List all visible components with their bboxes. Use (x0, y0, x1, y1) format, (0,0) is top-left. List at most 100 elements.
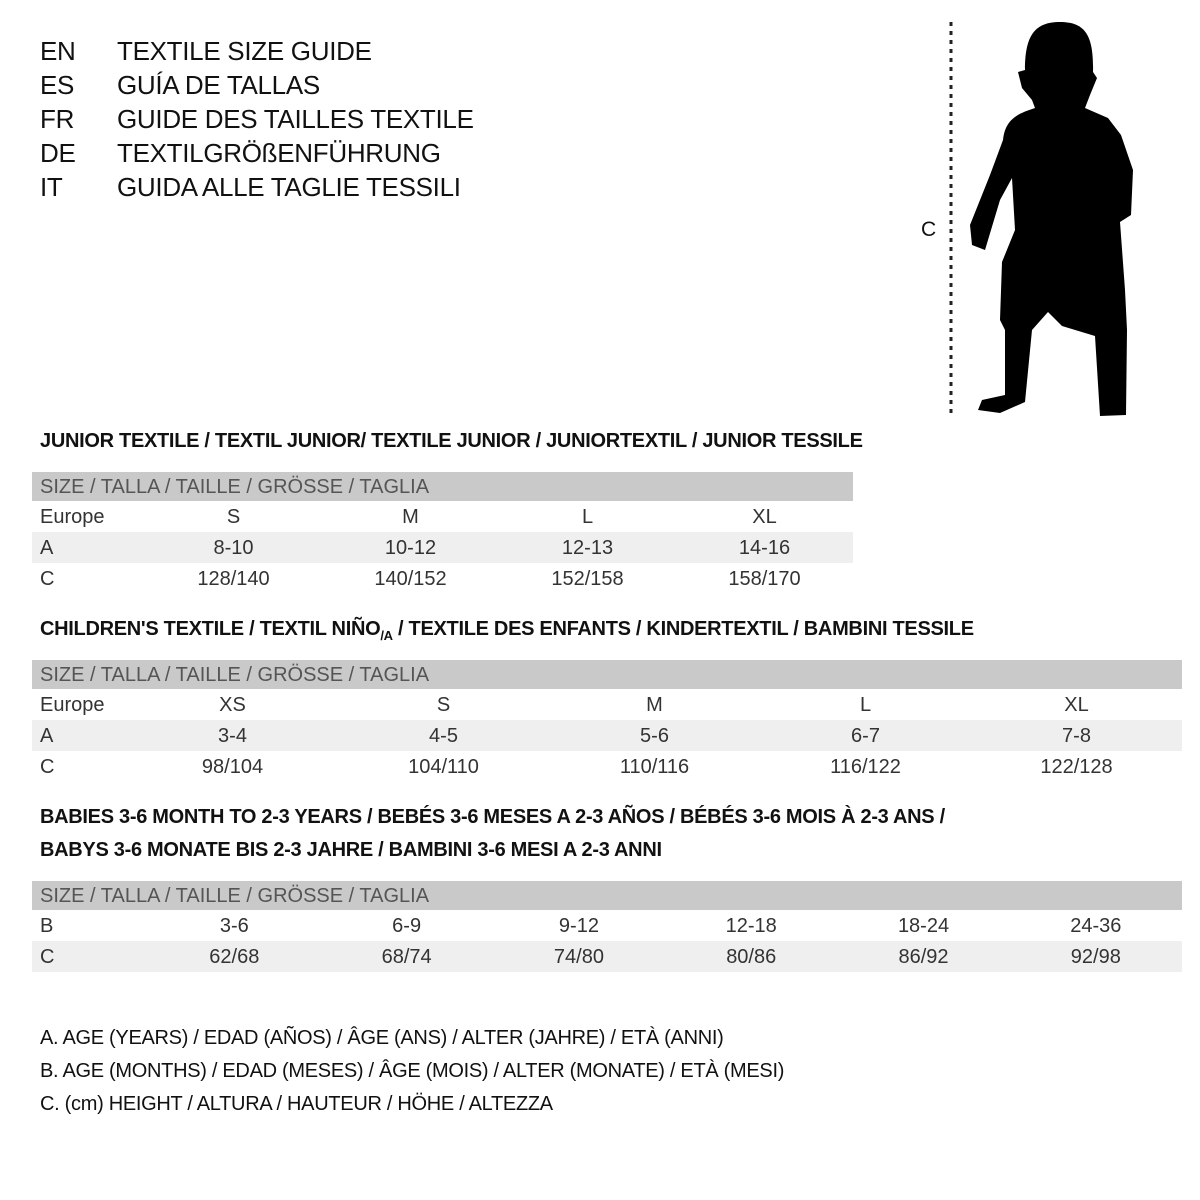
table-header: SIZE / TALLA / TAILLE / GRÖSSE / TAGLIA (32, 472, 854, 501)
title-text: GUIDA ALLE TAGLIE TESSILI (117, 172, 461, 202)
table-cell: 4-5 (338, 720, 549, 751)
child-silhouette-icon (970, 22, 1133, 416)
legend-block: A. AGE (YEARS) / EDAD (AÑOS) / ÂGE (ANS)… (0, 1022, 1200, 1121)
junior-section: JUNIOR TEXTILE / TEXTIL JUNIOR/ TEXTILE … (0, 428, 1200, 594)
legend-a: A. AGE (YEARS) / EDAD (AÑOS) / ÂGE (ANS)… (40, 1027, 724, 1049)
table-header-row: SIZE / TALLA / TAILLE / GRÖSSE / TAGLIA (32, 660, 1183, 689)
table-cell: 158/170 (728, 567, 801, 590)
table-cell: XL (1064, 693, 1089, 716)
table-header: SIZE / TALLA / TAILLE / GRÖSSE / TAGLIA (32, 660, 1183, 689)
children-heading-pre: CHILDREN'S TEXTILE / TEXTIL NIÑO (40, 618, 381, 640)
table-cell: 110/116 (619, 755, 690, 778)
table-cell: 14-16 (676, 532, 854, 563)
table-cell: 92/98 (1009, 941, 1182, 972)
title-text: TEXTILGRÖßENFÜHRUNG (117, 138, 441, 168)
babies-heading-line1: BABIES 3-6 MONTH TO 2-3 YEARS / BEBÉS 3-… (40, 806, 945, 828)
table-cell: 9-12 (558, 914, 599, 937)
table-cell: 6-9 (392, 914, 422, 937)
row-label: Europe (40, 505, 105, 528)
title-de: DE TEXTILGRÖßENFÜHRUNG (40, 136, 860, 170)
lang-code: FR (40, 104, 75, 134)
table-cell: 68/74 (320, 941, 493, 972)
junior-heading: JUNIOR TEXTILE / TEXTIL JUNIOR/ TEXTILE … (40, 430, 863, 452)
children-section: CHILDREN'S TEXTILE / TEXTIL NIÑO/A / TEX… (0, 616, 1200, 782)
lang-code: ES (40, 70, 75, 100)
junior-table: SIZE / TALLA / TAILLE / GRÖSSE / TAGLIA E… (32, 472, 854, 594)
table-cell: M (402, 505, 419, 528)
table-cell: 80/86 (665, 941, 838, 972)
child-silhouette-figure (949, 22, 1133, 416)
table-cell: 152/158 (551, 567, 624, 590)
children-table: SIZE / TALLA / TAILLE / GRÖSSE / TAGLIA E… (32, 660, 1183, 782)
top-block: EN TEXTILE SIZE GUIDE ES GUÍA DE TALLAS FR… (0, 0, 1200, 428)
table-row: C 128/140 140/152 152/158 158/170 (32, 563, 853, 594)
table-cell: 62/68 (148, 941, 321, 972)
height-label: C (921, 218, 937, 241)
table-cell: 128/140 (197, 567, 270, 590)
table-cell: XS (219, 693, 246, 716)
table-cell: 3-6 (219, 914, 249, 937)
table-header: SIZE / TALLA / TAILLE / GRÖSSE / TAGLIA (32, 881, 1182, 910)
table-cell: S (436, 693, 451, 716)
table-cell: 10-12 (322, 532, 499, 563)
table-row: Europe XS S M L XL (32, 689, 1182, 720)
table-cell: M (646, 693, 663, 716)
table-cell: L (859, 693, 872, 716)
title-text: GUÍA DE TALLAS (117, 70, 320, 100)
row-label: C (40, 755, 55, 778)
table-cell: XL (752, 505, 777, 528)
babies-section: BABIES 3-6 MONTH TO 2-3 YEARS / BEBÉS 3-… (0, 804, 1200, 972)
children-heading: CHILDREN'S TEXTILE / TEXTIL NIÑO/A / TEX… (40, 616, 1182, 642)
table-cell: 12-13 (499, 532, 676, 563)
title-it: IT GUIDA ALLE TAGLIE TESSILI (40, 170, 860, 204)
table-cell: 5-6 (549, 720, 760, 751)
table-row: B 3-6 6-9 9-12 12-18 18-24 24-36 (32, 910, 1182, 941)
children-heading-post: / TEXTILE DES ENFANTS / KINDERTEXTIL / B… (392, 618, 974, 640)
table-cell: S (226, 505, 241, 528)
row-label: B (40, 914, 54, 937)
row-label: C (40, 567, 55, 590)
title-text: GUIDE DES TAILLES TEXTILE (117, 104, 474, 134)
table-header-row: SIZE / TALLA / TAILLE / GRÖSSE / TAGLIA (32, 881, 1182, 910)
table-cell: 122/128 (1040, 755, 1113, 778)
row-label: A (32, 720, 127, 751)
row-label: Europe (40, 693, 105, 716)
table-cell: 6-7 (760, 720, 971, 751)
babies-heading-line2: BABYS 3-6 MONATE BIS 2-3 JAHRE / BAMBINI… (40, 839, 662, 861)
children-heading-sub: /A (380, 628, 393, 643)
legend-b: B. AGE (MONTHS) / EDAD (MESES) / ÂGE (MO… (40, 1060, 785, 1082)
table-cell: 24-36 (1070, 914, 1122, 937)
title-fr: FR GUIDE DES TAILLES TEXTILE (40, 102, 860, 136)
table-cell: L (581, 505, 594, 528)
table-header-row: SIZE / TALLA / TAILLE / GRÖSSE / TAGLIA (32, 472, 854, 501)
table-row: A 8-10 10-12 12-13 14-16 (32, 532, 854, 563)
table-row: Europe S M L XL (32, 501, 853, 532)
table-cell: 7-8 (971, 720, 1183, 751)
table-cell: 98/104 (201, 755, 264, 778)
child-figure: C (880, 0, 1180, 428)
table-row: A 3-4 4-5 5-6 6-7 7-8 (32, 720, 1183, 751)
title-en: EN TEXTILE SIZE GUIDE (40, 34, 860, 68)
table-cell: 140/152 (374, 567, 447, 590)
table-cell: 12-18 (725, 914, 777, 937)
title-text: TEXTILE SIZE GUIDE (117, 36, 372, 66)
table-cell: 104/110 (408, 755, 479, 778)
row-label: C (32, 941, 149, 972)
table-cell: 116/122 (830, 755, 901, 778)
babies-table: SIZE / TALLA / TAILLE / GRÖSSE / TAGLIA B… (32, 881, 1182, 972)
table-cell: 74/80 (492, 941, 666, 972)
table-row: C 98/104 104/110 110/116 116/122 122/128 (32, 751, 1182, 782)
table-cell: 3-4 (127, 720, 338, 751)
legend-c: C. (cm) HEIGHT / ALTURA / HAUTEUR / HÖHE… (40, 1093, 553, 1115)
table-cell: 86/92 (837, 941, 1010, 972)
table-row: C 62/68 68/74 74/80 80/86 86/92 92/98 (32, 941, 1182, 972)
row-label: A (32, 532, 145, 563)
table-cell: 18-24 (897, 914, 950, 937)
lang-code: IT (40, 172, 63, 202)
table-cell: 8-10 (145, 532, 322, 563)
title-block: EN TEXTILE SIZE GUIDE ES GUÍA DE TALLAS FR… (40, 34, 860, 204)
lang-code: EN (40, 36, 76, 66)
title-es: ES GUÍA DE TALLAS (40, 68, 860, 102)
lang-code: DE (40, 138, 76, 168)
